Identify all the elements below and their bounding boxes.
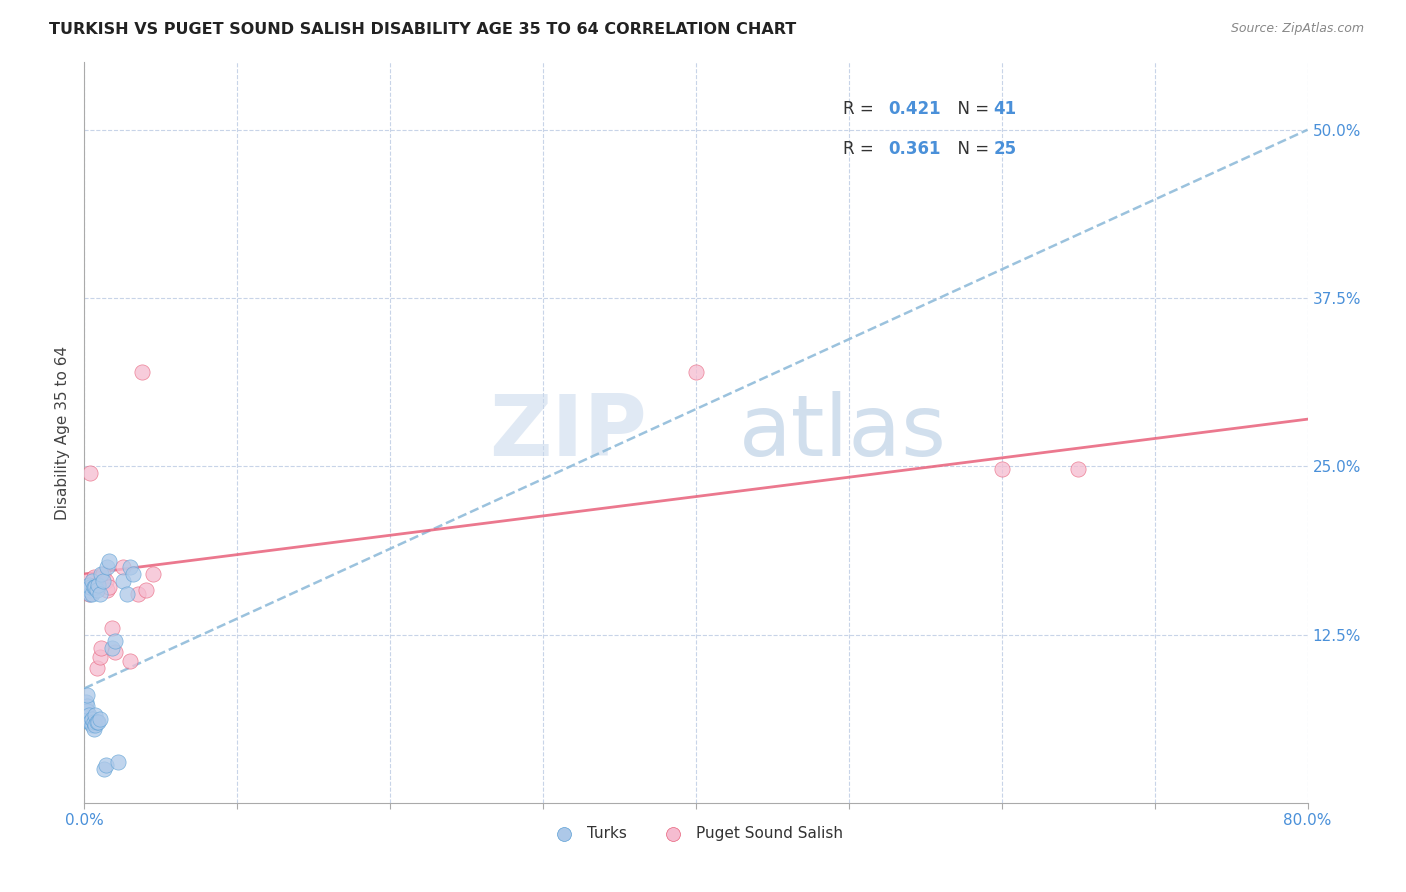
- Point: [94, 758, 117, 772]
- Point: [97, 581, 120, 595]
- Point: [120, 560, 142, 574]
- Point: [76, 688, 98, 702]
- Text: 25: 25: [993, 140, 1017, 158]
- Point: [84, 581, 107, 595]
- Point: [115, 587, 138, 601]
- Text: 0.361: 0.361: [889, 140, 941, 158]
- Point: [84, 708, 107, 723]
- Point: [89, 712, 111, 726]
- Point: [122, 566, 145, 581]
- Point: [86, 714, 108, 729]
- Point: [77, 714, 100, 729]
- Point: [97, 553, 120, 567]
- Y-axis label: Disability Age 35 to 64: Disability Age 35 to 64: [55, 345, 70, 520]
- Point: [87, 714, 110, 729]
- Text: N =: N =: [946, 100, 994, 118]
- Point: [79, 466, 101, 480]
- Text: R =: R =: [842, 100, 879, 118]
- Point: [83, 722, 105, 736]
- Point: [80, 712, 103, 726]
- Point: [86, 661, 108, 675]
- Point: [120, 655, 142, 669]
- Point: [76, 698, 98, 713]
- Point: [111, 574, 134, 588]
- Point: [77, 587, 100, 601]
- Point: [86, 583, 108, 598]
- Point: [79, 587, 101, 601]
- Point: [83, 569, 105, 583]
- Text: 0.421: 0.421: [889, 100, 941, 118]
- Text: ZIP: ZIP: [489, 391, 647, 475]
- Point: [131, 365, 153, 379]
- Point: [83, 714, 105, 729]
- Point: [93, 762, 115, 776]
- Point: [79, 581, 101, 595]
- Point: [89, 650, 111, 665]
- Text: 41: 41: [993, 100, 1017, 118]
- Point: [87, 578, 110, 592]
- Point: [77, 583, 100, 598]
- Point: [104, 634, 127, 648]
- Point: [89, 587, 111, 601]
- Point: [90, 640, 112, 655]
- Point: [685, 365, 707, 379]
- Point: [76, 704, 98, 718]
- Point: [80, 587, 103, 601]
- Point: [84, 578, 107, 592]
- Point: [77, 708, 100, 723]
- Point: [75, 701, 97, 715]
- Point: [142, 566, 165, 581]
- Point: [91, 566, 114, 581]
- Text: N =: N =: [946, 140, 994, 158]
- Point: [91, 574, 114, 588]
- Point: [80, 717, 103, 731]
- Point: [87, 581, 110, 595]
- Text: Source: ZipAtlas.com: Source: ZipAtlas.com: [1230, 22, 1364, 36]
- Point: [127, 587, 149, 601]
- Point: [90, 566, 112, 581]
- Text: TURKISH VS PUGET SOUND SALISH DISABILITY AGE 35 TO 64 CORRELATION CHART: TURKISH VS PUGET SOUND SALISH DISABILITY…: [49, 22, 796, 37]
- Text: R =: R =: [842, 140, 879, 158]
- Point: [76, 574, 98, 588]
- Point: [83, 581, 105, 595]
- Point: [104, 645, 127, 659]
- Point: [77, 578, 100, 592]
- Point: [96, 583, 118, 598]
- Point: [101, 621, 124, 635]
- Point: [135, 583, 157, 598]
- Point: [107, 756, 129, 770]
- Point: [75, 695, 97, 709]
- Point: [84, 717, 107, 731]
- Point: [96, 560, 118, 574]
- Point: [80, 574, 103, 588]
- Text: atlas: atlas: [738, 391, 946, 475]
- Point: [79, 714, 101, 729]
- Point: [80, 581, 103, 595]
- Point: [101, 640, 124, 655]
- Point: [94, 574, 117, 588]
- Point: [991, 462, 1014, 476]
- Point: [111, 560, 134, 574]
- Legend: Turks, Puget Sound Salish: Turks, Puget Sound Salish: [543, 820, 849, 847]
- Point: [1067, 462, 1090, 476]
